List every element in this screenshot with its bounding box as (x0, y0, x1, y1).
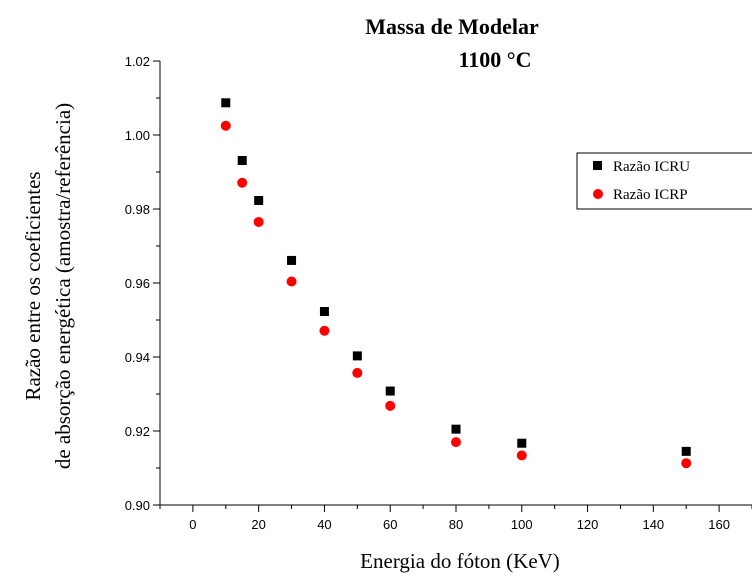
data-points (220, 98, 692, 469)
chart-title: Massa de Modelar (365, 14, 539, 39)
icru-point (221, 98, 231, 108)
x-tick-label: 80 (449, 517, 463, 532)
icrp-point (352, 367, 363, 378)
x-tick-label: 140 (642, 517, 664, 532)
x-tick-label: 100 (511, 517, 533, 532)
icru-point (385, 386, 395, 396)
x-tick-label: 40 (317, 517, 331, 532)
y-tick-label: 0.90 (125, 498, 150, 513)
x-axis-title: Energia do fóton (KeV) (360, 549, 560, 573)
y-tick-label: 0.92 (125, 424, 150, 439)
x-tick-label: 20 (251, 517, 265, 532)
icru-point (451, 424, 461, 434)
icru-point (352, 351, 362, 361)
x-tick-label: 0 (189, 517, 196, 532)
icru-point (287, 255, 297, 265)
y-axis-title-line2: de absorção energética (amostra/referênc… (51, 103, 75, 469)
icru-point (254, 195, 264, 205)
icru-point (681, 446, 691, 456)
y-tick-label: 0.94 (125, 350, 150, 365)
y-tick-label: 0.98 (125, 202, 150, 217)
legend-box (576, 152, 752, 210)
y-axis-ticks: 0.90 0.92 0.94 0.96 0.98 1.00 1.02 (125, 54, 160, 513)
icrp-point (451, 437, 461, 448)
icrp-point (516, 450, 527, 461)
icrp-point (237, 177, 248, 188)
y-tick-label: 1.02 (125, 54, 150, 69)
legend: Razão ICRU Razão ICRP (576, 152, 752, 210)
x-tick-label: 120 (577, 517, 599, 532)
icru-point (319, 306, 329, 316)
icru-point (517, 438, 527, 448)
icrp-point (385, 400, 396, 411)
y-tick-label: 1.00 (125, 128, 150, 143)
x-tick-label: 60 (383, 517, 397, 532)
icrp-point (286, 276, 297, 287)
icrp-point (319, 325, 330, 336)
icrp-point (681, 458, 692, 469)
x-tick-label: 160 (708, 517, 730, 532)
legend-marker-icru (593, 161, 602, 170)
icrp-point (253, 216, 264, 227)
legend-label-icru: Razão ICRU (613, 159, 690, 175)
chart-subtitle: 1100 °C (459, 47, 532, 72)
icru-point (237, 156, 247, 166)
y-tick-label: 0.96 (125, 276, 150, 291)
y-axis-title-line1: Razão entre os coeficientes (21, 171, 45, 400)
x-axis-ticks: 0 20 40 60 80 100 120 140 160 (159, 505, 752, 532)
icrp-point (220, 120, 231, 131)
legend-marker-icrp (593, 189, 603, 199)
legend-label-icrp: Razão ICRP (613, 187, 688, 203)
